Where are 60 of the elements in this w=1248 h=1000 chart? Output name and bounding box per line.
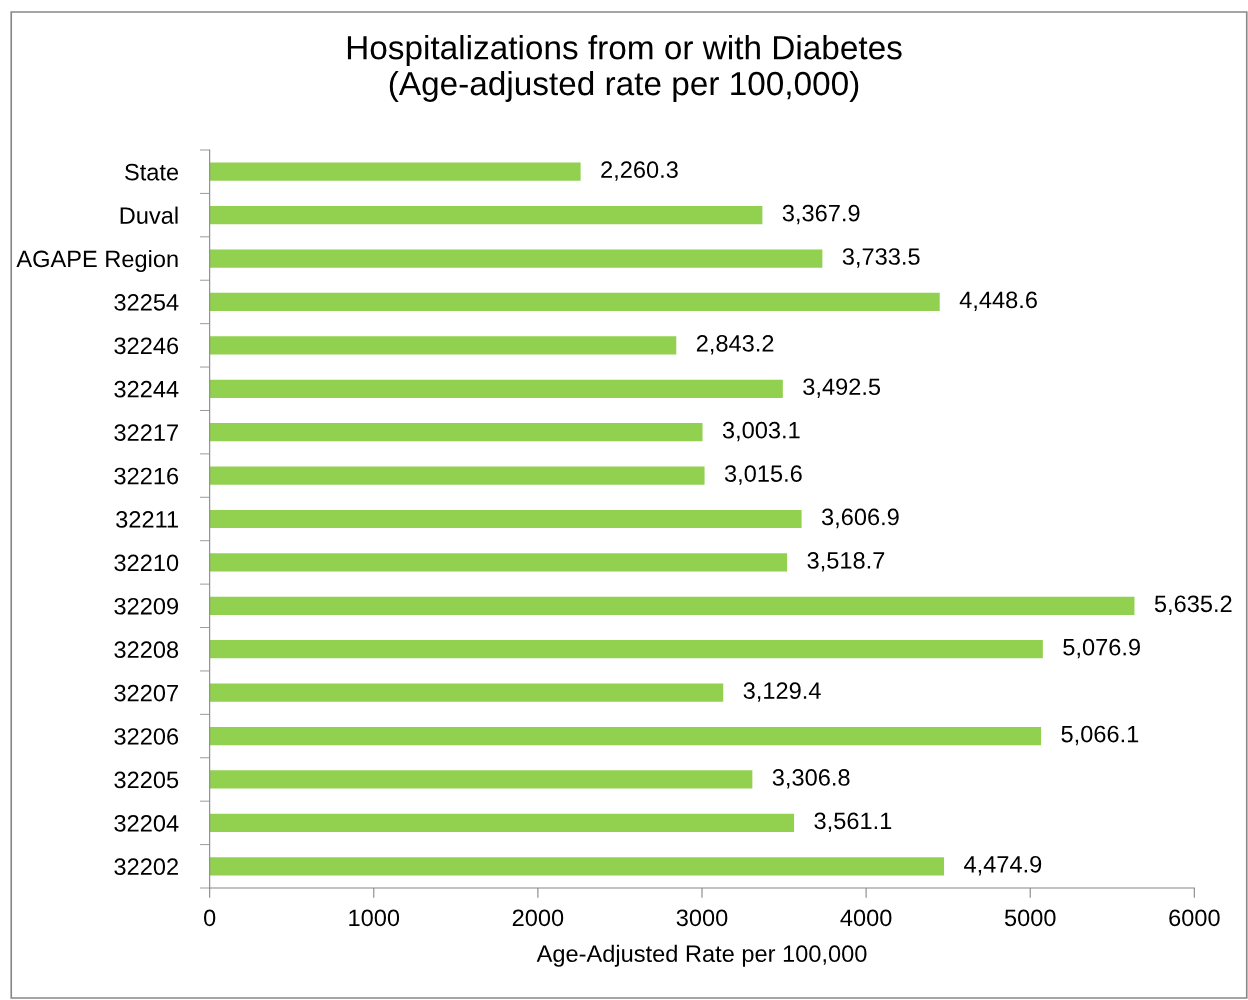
- y-tick-label: 32211: [116, 511, 178, 528]
- data-label: 3,606.9: [821, 508, 899, 529]
- data-label: 4,474.9: [964, 855, 1042, 876]
- data-label: 5,635.2: [1154, 595, 1232, 615]
- bar: [209, 596, 1135, 615]
- bar: [209, 640, 1043, 659]
- y-tick-label: 32254: [114, 294, 179, 311]
- x-tick-label: 0: [204, 909, 216, 927]
- bar: [209, 857, 945, 876]
- chart-title: Hospitalizations from or with Diabetes (Age-adjusted rate per 100,000): [347, 35, 902, 102]
- bar: [209, 423, 703, 442]
- data-label: 3,129.4: [743, 682, 821, 702]
- y-tick-label: State: [125, 163, 179, 181]
- x-tick-label: 4000: [840, 909, 892, 927]
- y-tick-label: 32208: [114, 641, 179, 659]
- bar: [209, 162, 581, 181]
- x-tick-label: 6000: [1169, 909, 1220, 927]
- data-label: 2,843.2: [696, 334, 774, 355]
- bar: [209, 770, 753, 789]
- bar: [209, 336, 677, 355]
- bar: [209, 509, 802, 529]
- x-axis-title: Age-Adjusted Rate per 100,000: [536, 944, 867, 967]
- y-tick-label: 32210: [114, 554, 179, 572]
- data-label: 3,367.9: [782, 204, 860, 225]
- data-label: 5,066.1: [1061, 725, 1139, 746]
- y-tick-label: AGAPE Region: [16, 249, 178, 272]
- data-label: 3,492.5: [803, 378, 881, 398]
- y-tick-label: 32205: [114, 771, 179, 789]
- x-tick-label: 2000: [512, 909, 564, 927]
- bar: [209, 249, 823, 268]
- data-label: 3,306.8: [772, 769, 850, 789]
- y-tick-label: 32209: [114, 597, 178, 615]
- y-tick-label: 32246: [114, 337, 179, 355]
- y-tick-label: 32207: [114, 684, 178, 702]
- y-tick-label: Duval: [120, 206, 178, 224]
- y-tick-label: 32244: [114, 380, 179, 398]
- data-label: 3,518.7: [807, 552, 885, 572]
- bar: [209, 292, 940, 312]
- data-label: 5,076.9: [1063, 638, 1140, 659]
- data-label: 2,260.3: [601, 161, 678, 181]
- data-label: 3,015.6: [724, 465, 802, 485]
- y-tick-label: 32216: [114, 467, 179, 485]
- y-tick-label: 32202: [114, 858, 178, 876]
- x-tick-label: 3000: [676, 909, 728, 927]
- data-label: 3,003.1: [722, 421, 800, 442]
- bar: [209, 206, 763, 225]
- y-tick-label: 32206: [114, 728, 179, 745]
- data-label: 4,448.6: [959, 291, 1037, 312]
- data-label: 3,561.1: [814, 812, 892, 833]
- bar: [209, 683, 724, 702]
- data-label: 3,733.5: [842, 248, 920, 268]
- bar: [209, 726, 1042, 746]
- y-tick-label: 32204: [114, 814, 179, 832]
- bar: [209, 553, 788, 572]
- bar: [209, 813, 795, 832]
- x-tick-label: 5000: [1004, 909, 1056, 927]
- y-tick-label: 32217: [114, 424, 178, 441]
- x-tick-label: 1000: [349, 909, 400, 927]
- bar: [209, 466, 705, 485]
- bar: [209, 379, 783, 398]
